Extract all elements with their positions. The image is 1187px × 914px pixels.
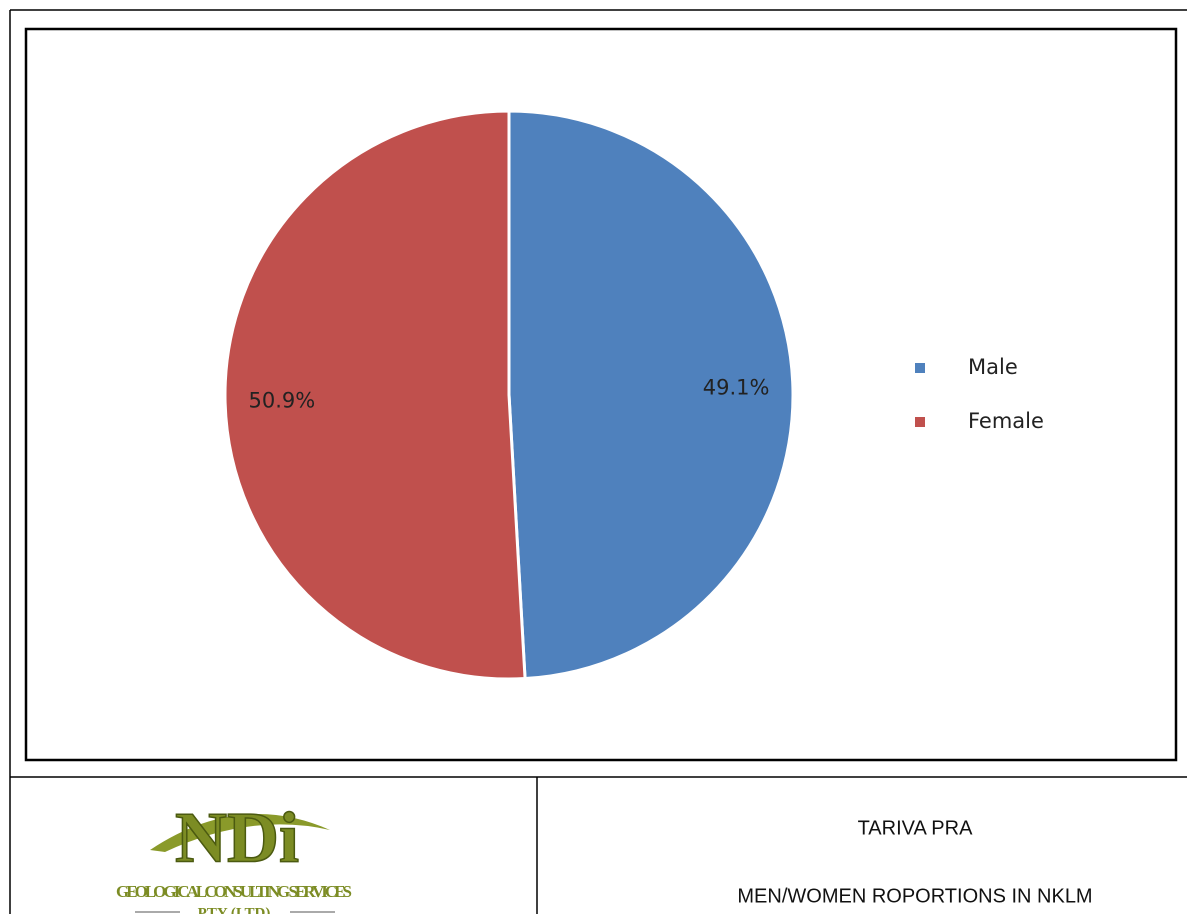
- legend-swatch: [915, 363, 925, 373]
- legend-label: Female: [968, 409, 1044, 433]
- logo-mark: NDi: [175, 798, 299, 878]
- data-label: 49.1%: [703, 376, 770, 400]
- logo-suffix: PTY (LTD): [198, 905, 271, 914]
- legend-label: Male: [968, 355, 1018, 379]
- pie-slice: [223, 109, 527, 681]
- logo-name: GEOLOGICAL CONSULTING SERVICES: [116, 882, 352, 901]
- logo: NDi GEOLOGICAL CONSULTING SERVICES PTY (…: [116, 797, 352, 914]
- pie-chart: 49.1% Male 50.9% Female: [223, 109, 1044, 681]
- pie-slice: [507, 109, 795, 681]
- footer-subtitle: MEN/WOMEN ROPORTIONS IN NKLM: [737, 885, 1092, 907]
- logo-swoosh: [150, 814, 330, 852]
- data-label: 50.9%: [249, 388, 316, 412]
- footer-title: TARIVA PRA: [858, 817, 974, 839]
- legend-swatch: [915, 417, 925, 427]
